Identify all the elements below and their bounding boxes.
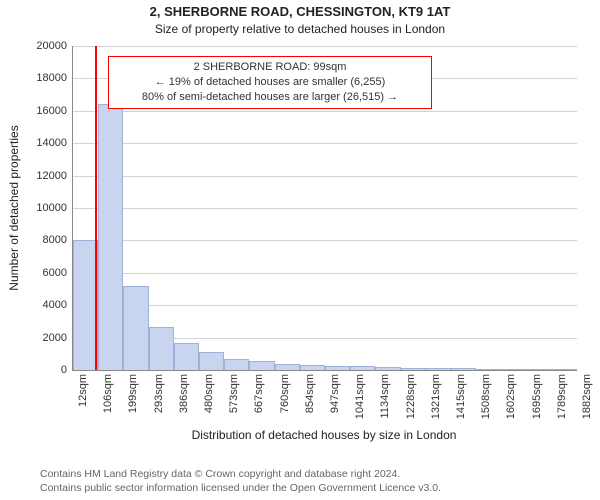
- histogram-bar: [426, 368, 451, 370]
- xtick-label: 480sqm: [199, 374, 215, 413]
- xtick-label: 12sqm: [73, 374, 89, 407]
- xtick-label: 386sqm: [174, 374, 190, 413]
- histogram-bar: [501, 369, 526, 370]
- gridline: [73, 143, 577, 144]
- histogram-bar: [199, 352, 224, 370]
- histogram-bar: [275, 364, 300, 370]
- xtick-label: 1882sqm: [577, 374, 593, 419]
- ytick-label: 18000: [36, 72, 73, 84]
- gridline: [73, 273, 577, 274]
- annotation-line: 80% of semi-detached houses are larger (…: [115, 90, 425, 105]
- ytick-label: 20000: [36, 40, 73, 52]
- gridline: [73, 176, 577, 177]
- gridline: [73, 111, 577, 112]
- gridline: [73, 208, 577, 209]
- xtick-label: 1602sqm: [501, 374, 517, 419]
- histogram-bar: [123, 286, 148, 370]
- x-axis-label: Distribution of detached houses by size …: [72, 428, 576, 442]
- histogram-bar: [73, 240, 98, 370]
- histogram-bar: [98, 104, 123, 370]
- xtick-label: 854sqm: [300, 374, 316, 413]
- ytick-label: 14000: [36, 137, 73, 149]
- xtick-label: 199sqm: [123, 374, 139, 413]
- xtick-label: 1228sqm: [401, 374, 417, 419]
- annotation-box: 2 SHERBORNE ROAD: 99sqm← 19% of detached…: [108, 56, 432, 109]
- marker-line: [95, 46, 97, 370]
- title-line-1: 2, SHERBORNE ROAD, CHESSINGTON, KT9 1AT: [0, 4, 600, 19]
- gridline: [73, 240, 577, 241]
- title-line-2: Size of property relative to detached ho…: [0, 22, 600, 36]
- ytick-label: 16000: [36, 105, 73, 117]
- xtick-label: 1415sqm: [451, 374, 467, 419]
- xtick-label: 293sqm: [149, 374, 165, 413]
- xtick-label: 1134sqm: [375, 374, 391, 418]
- ytick-label: 4000: [43, 299, 73, 311]
- histogram-bar: [174, 343, 199, 370]
- histogram-bar: [552, 369, 577, 370]
- xtick-label: 1041sqm: [350, 374, 366, 419]
- histogram-bar: [375, 367, 400, 370]
- xtick-label: 106sqm: [98, 374, 114, 413]
- gridline: [73, 305, 577, 306]
- xtick-label: 760sqm: [275, 374, 291, 413]
- histogram-bar: [249, 361, 274, 370]
- ytick-label: 10000: [36, 202, 73, 214]
- histogram-bar: [350, 366, 375, 370]
- ytick-label: 2000: [43, 332, 73, 344]
- y-axis-label: Number of detached properties: [7, 125, 21, 290]
- gridline: [73, 46, 577, 47]
- caption: Contains HM Land Registry data © Crown c…: [40, 468, 441, 495]
- xtick-label: 667sqm: [249, 374, 265, 413]
- histogram-bar: [325, 366, 350, 370]
- annotation-line: 2 SHERBORNE ROAD: 99sqm: [115, 60, 425, 75]
- histogram-bar: [527, 369, 552, 370]
- histogram-bar: [300, 365, 325, 370]
- ytick-label: 0: [61, 364, 73, 376]
- xtick-label: 1695sqm: [527, 374, 543, 419]
- xtick-label: 1789sqm: [552, 374, 568, 419]
- histogram-bar: [451, 368, 476, 370]
- ytick-label: 8000: [43, 234, 73, 246]
- ytick-label: 12000: [36, 170, 73, 182]
- xtick-label: 947sqm: [325, 374, 341, 413]
- ytick-label: 6000: [43, 267, 73, 279]
- histogram-bar: [401, 368, 426, 370]
- histogram-bar: [224, 359, 249, 370]
- xtick-label: 573sqm: [224, 374, 240, 413]
- xtick-label: 1508sqm: [476, 374, 492, 419]
- histogram-bar: [476, 369, 501, 370]
- annotation-line: ← 19% of detached houses are smaller (6,…: [115, 75, 425, 90]
- caption-line: Contains public sector information licen…: [40, 482, 441, 496]
- xtick-label: 1321sqm: [426, 374, 442, 419]
- histogram-bar: [149, 327, 174, 370]
- caption-line: Contains HM Land Registry data © Crown c…: [40, 468, 441, 482]
